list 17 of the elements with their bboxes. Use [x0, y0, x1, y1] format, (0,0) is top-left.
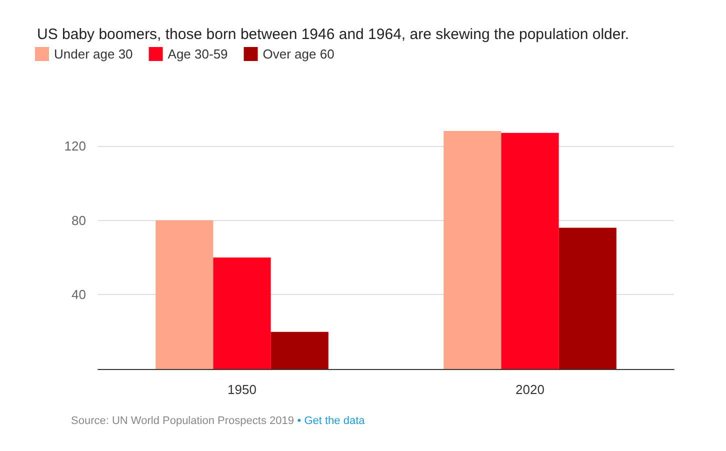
x-tick-label: 2020 [516, 382, 544, 397]
legend-label: Age 30-59 [168, 46, 228, 62]
chart-title: US baby boomers, those born between 1946 and 1964, are skewing the population older. [37, 26, 630, 43]
bar [501, 132, 559, 369]
y-tick-label: 120 [64, 138, 86, 154]
text: • Get the data [297, 415, 366, 427]
y-tick-label: 80 [72, 212, 86, 228]
bar [444, 131, 502, 369]
y-tick-label: 40 [72, 287, 86, 302]
bar [156, 220, 214, 369]
legend-label: Under age 30 [54, 46, 133, 62]
source-note: Source: UN World Population Prospects 2019 [71, 415, 294, 427]
bar [270, 332, 328, 369]
bar [558, 228, 616, 369]
bar [213, 257, 271, 369]
legend-label: Over age 60 [262, 46, 334, 62]
x-tick-label: 1950 [228, 382, 256, 397]
